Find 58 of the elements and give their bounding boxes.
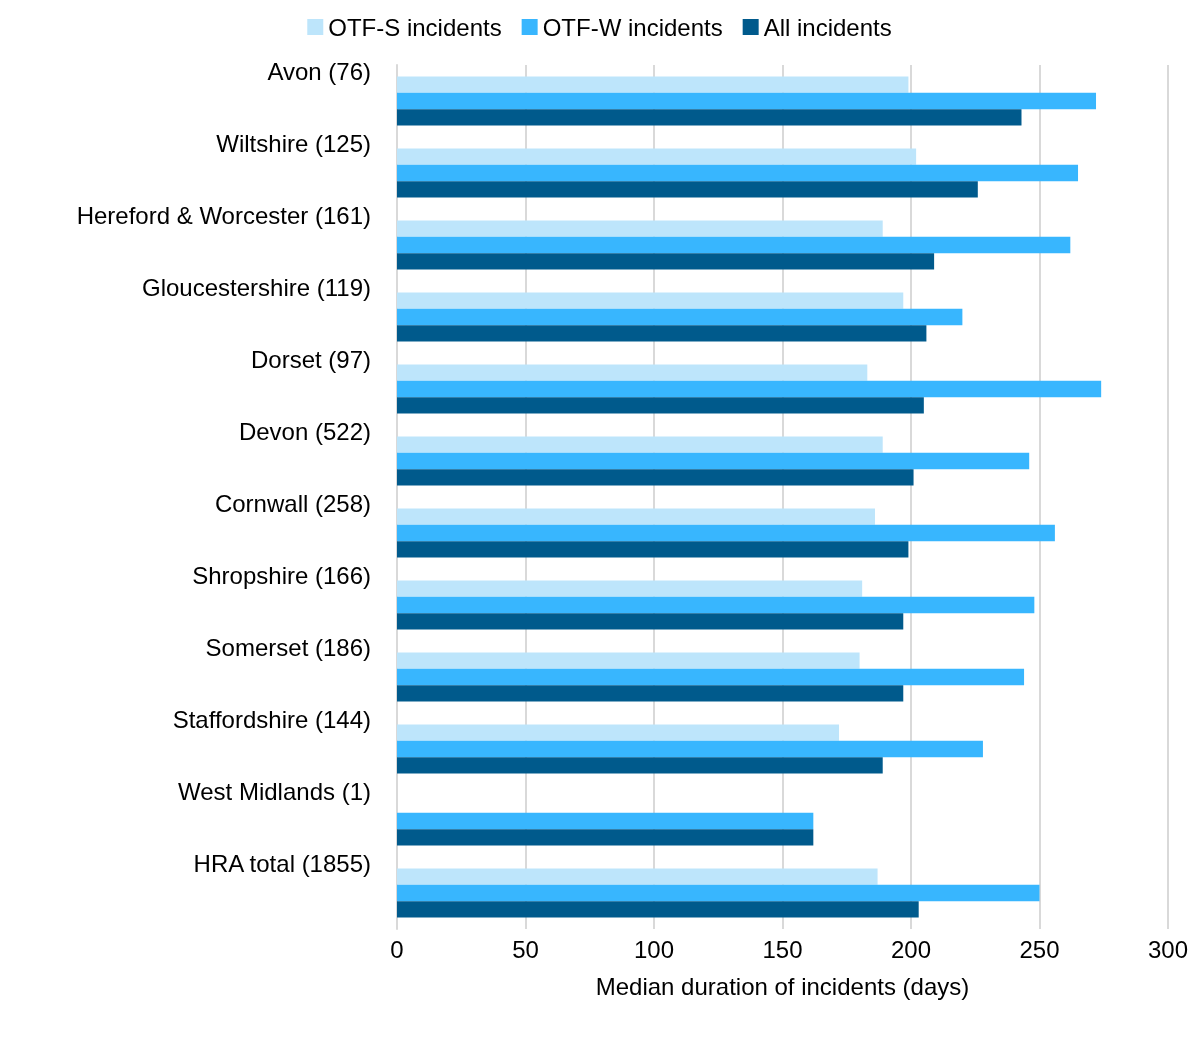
bar xyxy=(397,757,883,774)
bar xyxy=(397,740,983,758)
bar xyxy=(397,253,935,270)
y-tick-label: Somerset (186) xyxy=(205,633,371,661)
bar xyxy=(397,76,909,93)
bar xyxy=(397,109,1022,126)
x-axis-title: Median duration of incidents (days) xyxy=(595,972,970,1000)
y-tick-label: Gloucestershire (119) xyxy=(142,273,371,301)
bar xyxy=(397,181,978,198)
y-tick-label: Dorset (97) xyxy=(250,345,371,373)
bar xyxy=(397,868,878,885)
bar xyxy=(397,508,876,525)
y-tick-label: Shropshire (166) xyxy=(192,561,371,589)
bar xyxy=(397,436,883,453)
bar xyxy=(397,884,1040,902)
legend-label: OTF-S incidents xyxy=(328,13,502,41)
bar xyxy=(397,580,863,597)
bar xyxy=(397,397,924,414)
y-tick-label: Hereford & Worcester (161) xyxy=(76,201,371,229)
y-tick-label: HRA total (1855) xyxy=(193,849,371,877)
bar xyxy=(397,829,814,846)
bar xyxy=(397,236,1071,254)
bar xyxy=(397,812,814,830)
bar xyxy=(397,92,1097,110)
x-tick-label: 150 xyxy=(762,935,803,963)
bar xyxy=(397,524,1055,542)
bar xyxy=(397,901,919,918)
legend-label: OTF-W incidents xyxy=(542,13,723,41)
bar xyxy=(397,325,927,342)
bar xyxy=(397,596,1035,614)
y-tick-label: Wiltshire (125) xyxy=(216,129,371,157)
bar xyxy=(397,652,860,669)
x-tick-label: 300 xyxy=(1147,935,1188,963)
y-tick-label: Avon (76) xyxy=(267,57,371,85)
x-tick-label: 100 xyxy=(633,935,675,963)
bar xyxy=(397,292,904,309)
bar xyxy=(397,469,914,486)
bar xyxy=(397,380,1102,398)
x-tick-label: 0 xyxy=(390,935,404,963)
bar xyxy=(397,668,1025,686)
bar xyxy=(397,613,904,630)
y-tick-label: Devon (522) xyxy=(238,417,371,445)
x-tick-label: 250 xyxy=(1019,935,1060,963)
y-tick-label: Staffordshire (144) xyxy=(172,705,371,733)
bar xyxy=(397,308,963,326)
y-tick-label: West Midlands (1) xyxy=(178,777,371,805)
bar xyxy=(397,724,840,741)
bar xyxy=(397,685,904,702)
bar xyxy=(397,220,883,237)
bar xyxy=(397,164,1079,182)
bar xyxy=(397,148,917,165)
bar xyxy=(397,452,1030,470)
x-tick-label: 50 xyxy=(512,935,539,963)
x-tick-label: 200 xyxy=(890,935,932,963)
y-tick-label: Cornwall (258) xyxy=(214,489,371,517)
legend-label: All incidents xyxy=(763,13,892,41)
bar xyxy=(397,541,909,558)
bar xyxy=(397,364,868,381)
